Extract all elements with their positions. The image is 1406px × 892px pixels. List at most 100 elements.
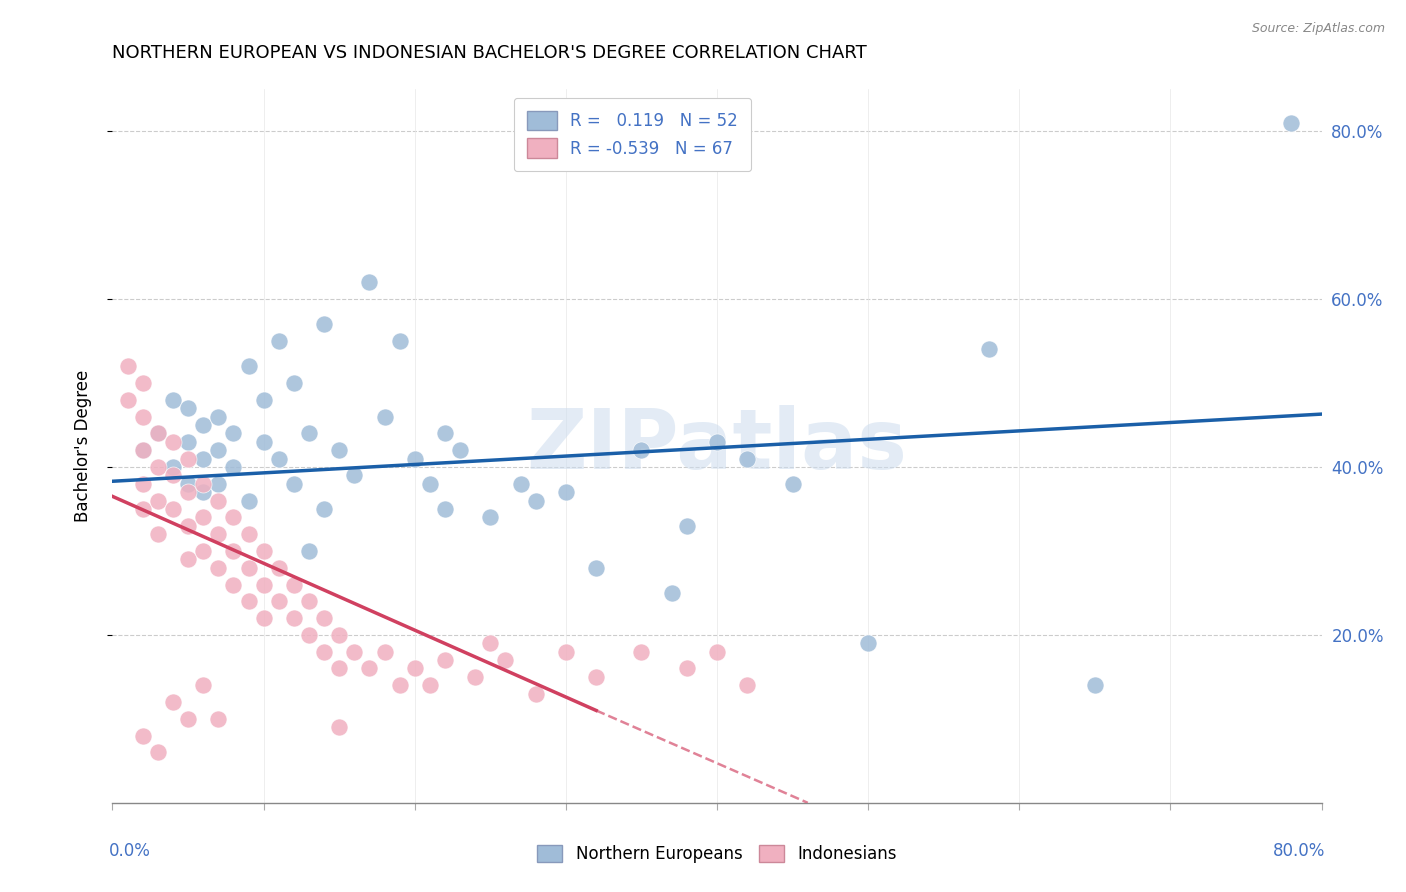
Point <box>495 653 517 667</box>
Y-axis label: Bachelor's Degree: Bachelor's Degree <box>73 370 91 522</box>
Point <box>117 392 139 407</box>
Point <box>298 544 321 558</box>
Point <box>132 409 155 424</box>
Point <box>479 636 502 650</box>
Point <box>283 476 305 491</box>
Point <box>359 275 381 289</box>
Point <box>314 318 336 332</box>
Point <box>222 577 245 591</box>
Point <box>191 451 214 466</box>
Point <box>207 409 229 424</box>
Point <box>191 678 214 692</box>
Text: NORTHERN EUROPEAN VS INDONESIAN BACHELOR'S DEGREE CORRELATION CHART: NORTHERN EUROPEAN VS INDONESIAN BACHELOR… <box>112 45 868 62</box>
Point <box>253 392 276 407</box>
Point <box>314 645 336 659</box>
Point <box>298 426 321 441</box>
Legend: Northern Europeans, Indonesians: Northern Europeans, Indonesians <box>530 838 904 870</box>
Point <box>433 653 456 667</box>
Point <box>298 628 321 642</box>
Point <box>238 493 260 508</box>
Point <box>509 476 531 491</box>
Point <box>419 476 441 491</box>
Point <box>1279 116 1302 130</box>
Point <box>706 434 728 449</box>
Point <box>162 434 184 449</box>
Point <box>374 645 396 659</box>
Point <box>162 502 184 516</box>
Point <box>661 586 683 600</box>
Point <box>238 560 260 574</box>
Point <box>388 678 411 692</box>
Point <box>737 451 759 466</box>
Point <box>132 502 155 516</box>
Point <box>162 468 184 483</box>
Point <box>328 443 350 458</box>
Text: Source: ZipAtlas.com: Source: ZipAtlas.com <box>1251 22 1385 36</box>
Point <box>207 493 229 508</box>
Point <box>328 661 350 675</box>
Point <box>343 645 366 659</box>
Point <box>343 468 366 483</box>
Point <box>449 443 471 458</box>
Point <box>856 636 880 650</box>
Point <box>524 687 547 701</box>
Point <box>283 577 305 591</box>
Point <box>191 485 214 500</box>
Point <box>585 670 607 684</box>
Point <box>191 476 214 491</box>
Point <box>191 417 214 432</box>
Point <box>359 661 381 675</box>
Point <box>253 577 276 591</box>
Point <box>706 645 728 659</box>
Point <box>554 645 576 659</box>
Point <box>464 670 486 684</box>
Point <box>314 502 336 516</box>
Point <box>298 594 321 608</box>
Point <box>162 460 184 475</box>
Point <box>433 426 456 441</box>
Point <box>977 343 1000 357</box>
Point <box>524 493 547 508</box>
Point <box>328 720 350 734</box>
Point <box>253 544 276 558</box>
Point <box>177 518 200 533</box>
Point <box>675 518 697 533</box>
Text: 0.0%: 0.0% <box>108 842 150 860</box>
Point <box>314 611 336 625</box>
Point <box>191 544 214 558</box>
Point <box>283 611 305 625</box>
Point <box>146 460 169 475</box>
Point <box>146 493 169 508</box>
Point <box>253 434 276 449</box>
Point <box>404 451 426 466</box>
Point <box>554 485 576 500</box>
Point <box>177 485 200 500</box>
Point <box>146 426 169 441</box>
Point <box>433 502 456 516</box>
Point <box>374 409 396 424</box>
Point <box>132 476 155 491</box>
Point <box>207 712 229 726</box>
Point <box>737 678 759 692</box>
Point <box>207 476 229 491</box>
Point <box>267 334 290 348</box>
Point <box>146 746 169 760</box>
Point <box>630 645 652 659</box>
Point <box>132 443 155 458</box>
Point <box>404 661 426 675</box>
Point <box>177 552 200 566</box>
Point <box>479 510 502 524</box>
Point <box>1084 678 1107 692</box>
Point <box>146 426 169 441</box>
Point <box>675 661 697 675</box>
Point <box>283 376 305 390</box>
Point <box>177 401 200 416</box>
Point <box>207 560 229 574</box>
Point <box>238 594 260 608</box>
Point <box>177 476 200 491</box>
Point <box>207 527 229 541</box>
Point <box>253 611 276 625</box>
Point <box>132 376 155 390</box>
Point <box>328 628 350 642</box>
Point <box>585 560 607 574</box>
